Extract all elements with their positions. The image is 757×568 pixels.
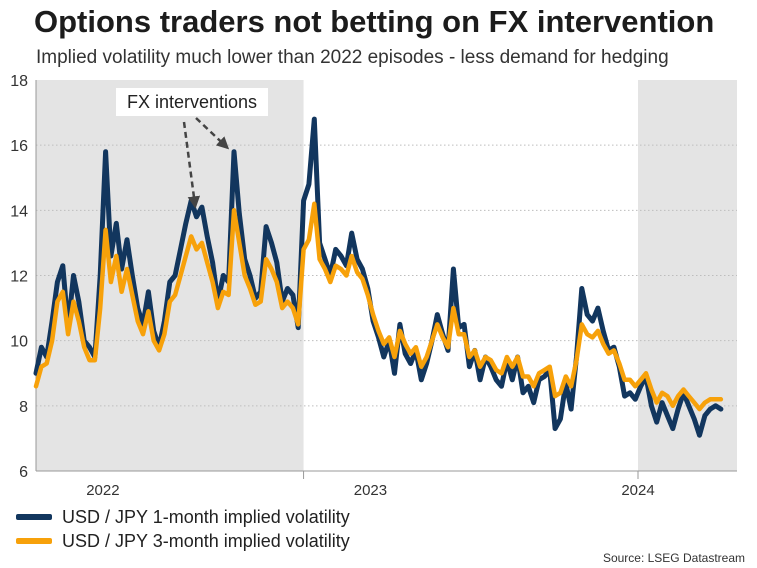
- legend-item-3m: USD / JPY 3-month implied volatility: [16, 529, 350, 553]
- legend-label-1m: USD / JPY 1-month implied volatility: [62, 506, 350, 527]
- annotation-label: FX interventions: [127, 92, 257, 112]
- legend-item-1m: USD / JPY 1-month implied volatility: [16, 505, 350, 529]
- series-lines: [33, 116, 724, 438]
- annotation-box: [116, 88, 268, 116]
- legend-swatch-1m: [16, 514, 52, 520]
- annotation: FX interventions: [116, 88, 268, 209]
- y-tick-label: 18: [10, 73, 28, 90]
- y-tick-label: 6: [19, 464, 28, 481]
- axes: 6 8 10 12 14 16 18 2022 2023 2024: [10, 73, 737, 499]
- y-tick-label: 16: [10, 138, 28, 155]
- annotation-arrow: [195, 117, 230, 150]
- source-note: Source: LSEG Datastream: [602, 551, 745, 565]
- x-tick-label: 2024: [621, 482, 654, 499]
- y-tick-label: 8: [19, 399, 28, 416]
- chart-subtitle: Implied volatility much lower than 2022 …: [36, 47, 669, 68]
- y-tick-label: 14: [10, 203, 28, 220]
- y-tick-label: 10: [10, 334, 28, 351]
- x-tick-label: 2023: [354, 482, 387, 499]
- series-line-1m: [33, 116, 724, 438]
- chart-title: Options traders not betting on FX interv…: [34, 4, 715, 39]
- y-tick-label: 12: [10, 269, 28, 286]
- legend-swatch-3m: [16, 538, 52, 544]
- legend-label-3m: USD / JPY 3-month implied volatility: [62, 530, 350, 551]
- series-line-3m: [33, 201, 724, 412]
- x-tick-label: 2022: [86, 482, 119, 499]
- legend: USD / JPY 1-month implied volatility USD…: [16, 505, 350, 553]
- annotation-arrow: [182, 121, 201, 209]
